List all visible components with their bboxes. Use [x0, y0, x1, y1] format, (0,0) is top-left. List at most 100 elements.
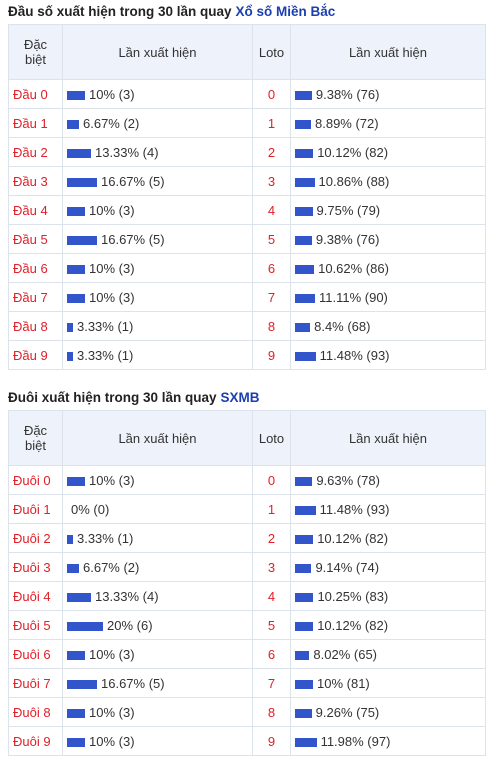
- section-title: Đầu số xuất hiện trong 30 lần quay Xổ số …: [0, 0, 486, 24]
- bar: [295, 148, 314, 158]
- loto-value-label: 11.48% (93): [319, 501, 390, 517]
- loto-value-label: 9.38% (76): [315, 86, 380, 102]
- loto-value-cell: 9.14% (74): [290, 552, 486, 582]
- loto-value-cell: 10.62% (86): [290, 253, 486, 283]
- value-label: 20% (6): [107, 617, 153, 633]
- loto-number: 3: [252, 166, 291, 196]
- loto-value-cell: 9.26% (75): [290, 697, 486, 727]
- value-label: 0% (0): [71, 501, 110, 517]
- bar: [295, 119, 311, 129]
- row: Đầu 6 10% (3) 6 10.62% (86): [8, 253, 486, 283]
- bar: [67, 563, 79, 573]
- row: Đuôi 2 3.33% (1) 2 10.12% (82): [8, 523, 486, 553]
- bar: [67, 119, 79, 129]
- value-cell: 16.67% (5): [62, 668, 253, 698]
- value-cell: 10% (3): [62, 465, 253, 495]
- loto-value-label: 8.02% (65): [313, 646, 378, 662]
- loto-value-label: 9.14% (74): [315, 559, 380, 575]
- title-link[interactable]: Xổ số Miền Bắc: [235, 4, 336, 19]
- value-label: 3.33% (1): [76, 318, 134, 334]
- row: Đầu 9 3.33% (1) 9 11.48% (93): [8, 340, 486, 370]
- value-label: 6.67% (2): [83, 115, 140, 131]
- loto-number: 8: [252, 311, 291, 341]
- bar: [67, 679, 97, 689]
- loto-value-cell: 9.75% (79): [290, 195, 486, 225]
- loto-value-cell: 10.12% (82): [290, 610, 486, 640]
- value-cell: 16.67% (5): [62, 166, 253, 196]
- value-cell: 10% (3): [62, 282, 253, 312]
- bar: [67, 322, 73, 332]
- row-label: Đuôi 4: [8, 581, 63, 611]
- row: Đuôi 8 10% (3) 8 9.26% (75): [8, 697, 486, 727]
- value-label: 6.67% (2): [83, 559, 140, 575]
- value-cell: 20% (6): [62, 610, 253, 640]
- title-link[interactable]: SXMB: [220, 390, 260, 405]
- row-label: Đầu 9: [8, 340, 63, 370]
- value-cell: 6.67% (2): [62, 552, 253, 582]
- loto-value-label: 11.11% (90): [318, 289, 388, 305]
- loto-value-label: 8.4% (68): [314, 318, 371, 334]
- value-cell: 13.33% (4): [62, 581, 253, 611]
- row-label: Đầu 7: [8, 282, 63, 312]
- bar: [67, 592, 91, 602]
- stats-table: Đặc biệt Lần xuất hiện Loto Lần xuất hiện Đu…: [8, 410, 486, 756]
- value-cell: 10% (3): [62, 697, 253, 727]
- loto-number: 6: [252, 639, 291, 669]
- loto-value-label: 10% (81): [317, 675, 370, 691]
- bar: [295, 650, 310, 660]
- value-cell: 3.33% (1): [62, 523, 253, 553]
- bar: [295, 563, 312, 573]
- row: Đuôi 6 10% (3) 6 8.02% (65): [8, 639, 486, 669]
- loto-number: 9: [252, 340, 291, 370]
- value-label: 10% (3): [89, 646, 135, 662]
- value-label: 13.33% (4): [94, 144, 159, 160]
- bar: [67, 650, 85, 660]
- loto-number: 3: [252, 552, 291, 582]
- row-label: Đầu 1: [8, 108, 63, 138]
- bar: [295, 293, 315, 303]
- row-label: Đuôi 2: [8, 523, 63, 553]
- loto-value-label: 11.48% (93): [319, 347, 390, 363]
- loto-value-cell: 11.48% (93): [290, 340, 486, 370]
- value-cell: 10% (3): [62, 726, 253, 756]
- header-cell: Loto: [252, 24, 291, 80]
- loto-value-label: 10.12% (82): [317, 144, 389, 160]
- loto-value-label: 10.62% (86): [318, 260, 389, 276]
- row: Đuôi 5 20% (6) 5 10.12% (82): [8, 610, 486, 640]
- row-label: Đầu 8: [8, 311, 63, 341]
- row: Đầu 1 6.67% (2) 1 8.89% (72): [8, 108, 486, 138]
- header-cell: Lần xuất hiện: [62, 410, 253, 466]
- header-row: Đặc biệt Lần xuất hiện Loto Lần xuất hiện: [8, 24, 486, 80]
- bar: [295, 90, 312, 100]
- row-label: Đuôi 0: [8, 465, 63, 495]
- value-cell: 3.33% (1): [62, 311, 253, 341]
- row: Đuôi 1 0% (0) 1 11.48% (93): [8, 494, 486, 524]
- value-cell: 13.33% (4): [62, 137, 253, 167]
- loto-value-cell: 10.12% (82): [290, 137, 486, 167]
- loto-value-cell: 10.25% (83): [290, 581, 486, 611]
- row: Đuôi 0 10% (3) 0 9.63% (78): [8, 465, 486, 495]
- loto-number: 9: [252, 726, 291, 756]
- bar: [295, 235, 312, 245]
- bar: [295, 264, 315, 274]
- row: Đuôi 7 16.67% (5) 7 10% (81): [8, 668, 486, 698]
- loto-number: 4: [252, 195, 291, 225]
- value-label: 10% (3): [89, 289, 135, 305]
- loto-value-label: 10.12% (82): [317, 617, 389, 633]
- bar: [67, 206, 85, 216]
- bar: [67, 351, 73, 361]
- row-label: Đuôi 1: [8, 494, 63, 524]
- bar: [67, 264, 85, 274]
- loto-value-cell: 8.89% (72): [290, 108, 486, 138]
- loto-value-label: 11.98% (97): [320, 733, 391, 749]
- bar: [295, 505, 316, 515]
- value-label: 10% (3): [89, 472, 135, 488]
- row: Đầu 8 3.33% (1) 8 8.4% (68): [8, 311, 486, 341]
- value-label: 10% (3): [89, 260, 135, 276]
- value-label: 16.67% (5): [101, 173, 165, 189]
- bar: [295, 476, 313, 486]
- stats-table: Đặc biệt Lần xuất hiện Loto Lần xuất hiện Đầ…: [8, 24, 486, 370]
- loto-value-cell: 11.98% (97): [290, 726, 486, 756]
